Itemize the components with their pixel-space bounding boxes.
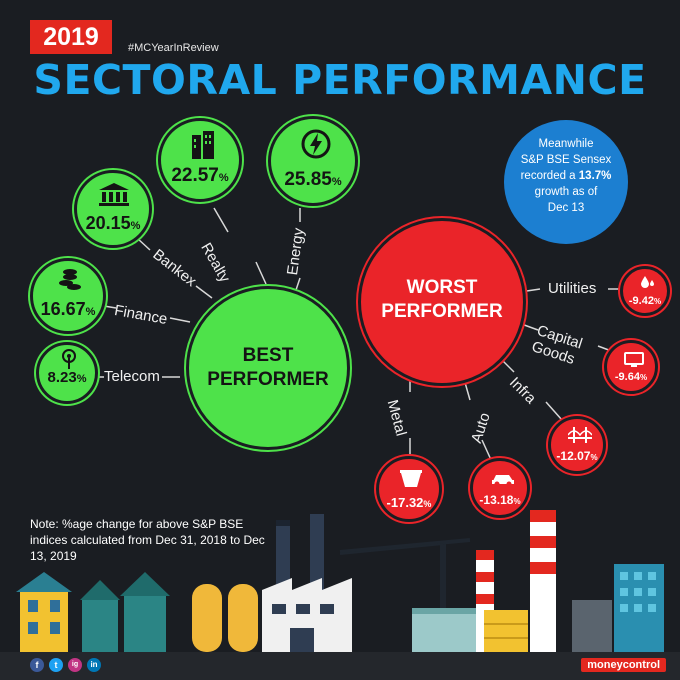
energy-value: 25.85% — [284, 169, 342, 190]
finance-bubble: 16.67% — [30, 258, 106, 334]
chimney-right — [530, 510, 556, 652]
connector-energy-2 — [295, 277, 301, 291]
worst-line1: WORST — [406, 277, 478, 298]
realty-bubble: 22.57% — [158, 118, 242, 202]
footer-bar: f t ig in moneycontrol — [0, 652, 680, 680]
bridge-icon — [568, 427, 592, 443]
connector-finance — [103, 305, 117, 309]
connector-bankex-2 — [195, 285, 213, 299]
brand-logo: moneycontrol — [581, 658, 666, 672]
sensex-line1: Meanwhile — [538, 138, 594, 150]
bankex-bubble: 20.15% — [74, 170, 152, 248]
hashtag: #MCYearInReview — [128, 42, 219, 54]
best-line2: PERFORMER — [207, 369, 329, 390]
note-text: Note: %age change for above S&P BSE indi… — [30, 517, 265, 563]
worst-performer-circle: WORST PERFORMER — [358, 218, 526, 386]
best-performer-circle: BEST PERFORMER — [186, 286, 350, 450]
bank-icon — [99, 183, 129, 206]
capital-goods-bubble: -9.64% — [604, 340, 658, 394]
sensex-line2: S&P BSE Sensex — [520, 154, 612, 166]
infra-bubble: -12.07% — [548, 416, 606, 474]
telecom-value: 8.23% — [47, 369, 87, 386]
skyline-illustration — [16, 510, 664, 652]
connector-infra-2 — [545, 401, 563, 421]
year-badge: 2019 — [30, 20, 112, 54]
linkedin-icon[interactable]: in — [87, 658, 101, 672]
telecom-bubble: 8.23% — [36, 342, 98, 404]
best-line1: BEST — [242, 345, 294, 366]
twitter-icon[interactable]: t — [49, 658, 63, 672]
connector-finance-2 — [169, 317, 191, 323]
water-drop-icon — [641, 276, 654, 288]
lightning-icon — [301, 129, 331, 159]
sensex-line4: growth as of — [534, 186, 598, 198]
auto-bubble: -13.18% — [470, 458, 530, 518]
label-telecom: Telecom — [104, 368, 160, 385]
bucket-icon — [400, 470, 422, 487]
coins-icon — [59, 269, 81, 290]
connector-bankex — [136, 237, 151, 251]
connector-realty — [213, 207, 229, 233]
sensex-bubble: Meanwhile S&P BSE Sensex recorded a 13.7… — [504, 120, 628, 244]
instagram-icon[interactable]: ig — [68, 658, 82, 672]
energy-bubble: 25.85% — [268, 116, 358, 206]
metal-bubble: -17.32% — [376, 456, 442, 522]
tv-icon — [624, 352, 644, 367]
infra-value: -12.07% — [556, 449, 598, 463]
page-title: SECTORAL PERFORMANCE — [33, 56, 647, 104]
car-icon — [492, 475, 514, 487]
year-text: 2019 — [43, 22, 99, 51]
metal-value: -17.32% — [386, 495, 432, 510]
capital-goods-value: -9.64% — [614, 371, 648, 383]
utilities-bubble: -9.42% — [620, 266, 670, 316]
sensex-line3: recorded a 13.7% — [520, 170, 612, 182]
label-utilities: Utilities — [548, 280, 597, 297]
auto-value: -13.18% — [479, 493, 521, 507]
connector-realty-2 — [255, 261, 267, 285]
building-icon — [192, 131, 214, 159]
worst-line2: PERFORMER — [381, 301, 503, 322]
utilities-value: -9.42% — [628, 295, 662, 307]
tower-icon — [62, 349, 76, 369]
bankex-value: 20.15% — [85, 213, 141, 233]
finance-value: 16.67% — [40, 299, 96, 319]
sensex-line5: Dec 13 — [547, 202, 585, 214]
facebook-icon[interactable]: f — [30, 658, 44, 672]
realty-value: 22.57% — [171, 165, 229, 186]
